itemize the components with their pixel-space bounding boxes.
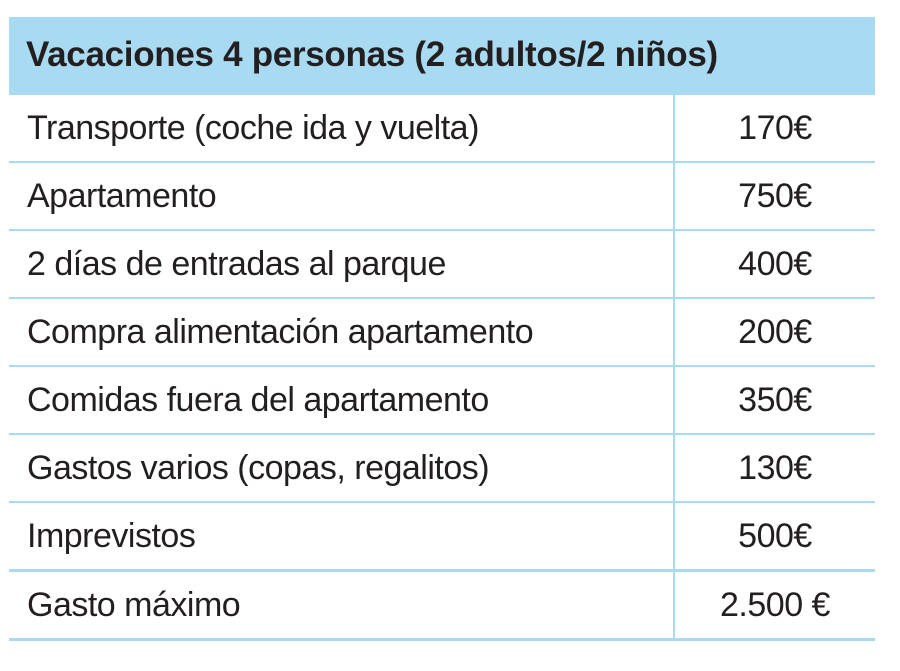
expense-amount: 750€ [674, 162, 875, 231]
table-header-row: Vacaciones 4 personas (2 adultos/2 niños… [9, 17, 875, 95]
total-row: Gasto máximo 2.500 € [9, 569, 875, 641]
total-label: Gasto máximo [9, 569, 675, 641]
expense-concept: 2 días de entradas al parque [9, 230, 675, 299]
expense-concept: Comidas fuera del apartamento [9, 366, 675, 435]
expense-concept: Compra alimentación apartamento [9, 298, 675, 367]
expense-concept: Imprevistos [9, 502, 675, 572]
expense-concept: Transporte (coche ida y vuelta) [9, 93, 675, 163]
expense-amount: 200€ [674, 298, 875, 367]
table-row: Apartamento 750€ [9, 162, 875, 231]
expense-amount: 500€ [674, 502, 875, 572]
table-row: Transporte (coche ida y vuelta) 170€ [9, 93, 875, 163]
total-amount: 2.500 € [674, 569, 875, 641]
expense-amount: 400€ [674, 230, 875, 299]
table-title: Vacaciones 4 personas (2 adultos/2 niños… [9, 17, 875, 95]
table-row: Imprevistos 500€ [9, 502, 875, 572]
expense-amount: 170€ [674, 93, 875, 163]
budget-table-container: Vacaciones 4 personas (2 adultos/2 niños… [9, 17, 875, 641]
table-row: Comidas fuera del apartamento 350€ [9, 366, 875, 435]
table-row: Compra alimentación apartamento 200€ [9, 298, 875, 367]
expense-concept: Apartamento [9, 162, 675, 231]
expense-amount: 350€ [674, 366, 875, 435]
table-row: 2 días de entradas al parque 400€ [9, 230, 875, 299]
vacation-budget-table: Vacaciones 4 personas (2 adultos/2 niños… [9, 17, 875, 641]
expense-concept: Gastos varios (copas, regalitos) [9, 434, 675, 503]
table-row: Gastos varios (copas, regalitos) 130€ [9, 434, 875, 503]
expense-amount: 130€ [674, 434, 875, 503]
